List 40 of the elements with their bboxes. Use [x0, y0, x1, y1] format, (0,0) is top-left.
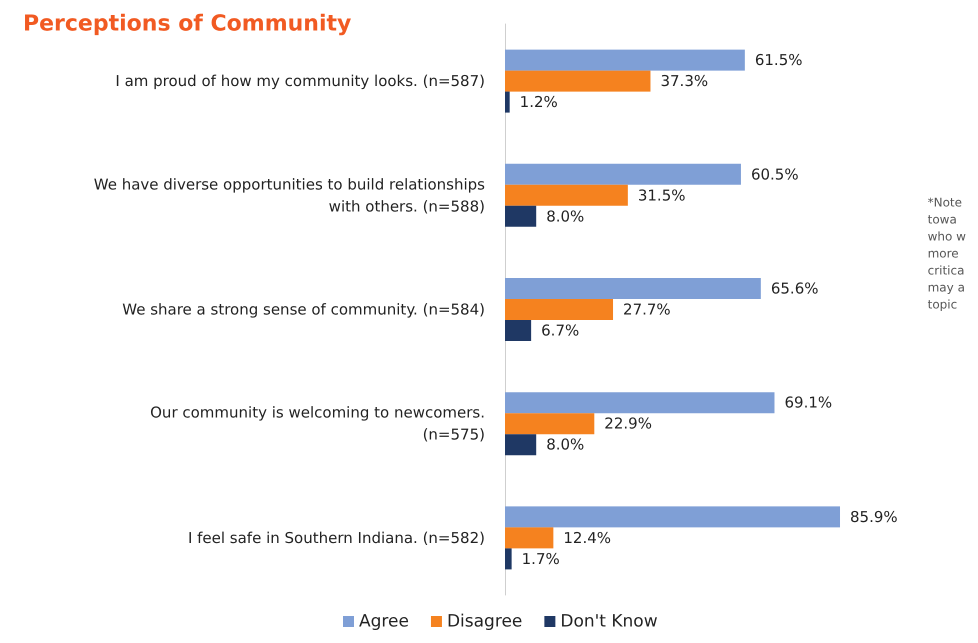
- data-label: 1.2%: [520, 93, 558, 112]
- data-label: 8.0%: [546, 436, 584, 454]
- bar: [505, 206, 536, 227]
- bar: [505, 92, 510, 113]
- data-label: 69.1%: [784, 394, 832, 412]
- bar: [505, 434, 536, 456]
- legend-label: Agree: [359, 612, 409, 632]
- data-label: 37.3%: [660, 72, 708, 90]
- data-label: 60.5%: [750, 165, 799, 184]
- bar: [505, 164, 741, 185]
- text: *Note towa who w more critica may a topic: [928, 196, 966, 312]
- data-label: 8.0%: [546, 207, 584, 226]
- bar: [505, 392, 774, 414]
- legend-label: Disagree: [446, 612, 522, 632]
- bar: [505, 413, 594, 434]
- bar: [505, 70, 650, 92]
- y-tick-label: We share a strong sense of community. (n=584): [122, 300, 485, 318]
- text: Perceptions of Community: [23, 12, 352, 36]
- y-tick-label: We have diverse opportunities to build relationships with others. (n=588): [94, 175, 486, 216]
- data-label: 6.7%: [541, 322, 580, 340]
- data-label: 31.5%: [638, 186, 686, 204]
- bar: [505, 278, 761, 299]
- data-label: 1.7%: [522, 550, 560, 568]
- y-tick-label: I am proud of how my community looks. (n=587): [115, 72, 485, 90]
- data-label: 27.7%: [623, 300, 671, 318]
- data-label: 85.9%: [850, 508, 898, 526]
- data-label: 22.9%: [604, 414, 652, 433]
- bar: [505, 299, 614, 320]
- bar: [505, 548, 512, 570]
- bar: [505, 50, 745, 71]
- bar: [505, 527, 554, 548]
- data-label: 65.6%: [770, 280, 818, 298]
- legend-label: Don't Know: [560, 612, 658, 632]
- bar: [505, 320, 532, 341]
- bar: [505, 506, 840, 528]
- bar: [505, 184, 628, 206]
- y-tick-label: I feel safe in Southern Indiana. (n=582): [188, 528, 485, 547]
- data-label: 12.4%: [563, 528, 612, 547]
- data-label: 61.5%: [754, 51, 803, 70]
- y-tick-label: Our community is welcoming to newcomers. (n=575): [150, 404, 485, 444]
